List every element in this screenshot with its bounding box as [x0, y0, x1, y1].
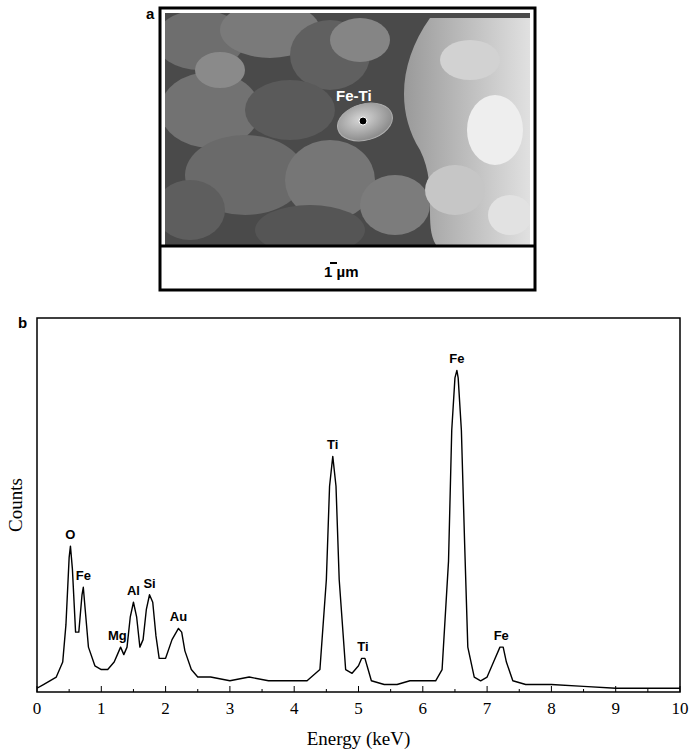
peak-label: Fe [494, 628, 509, 643]
x-tick [551, 686, 552, 692]
grain [165, 180, 225, 240]
panel-letter: b [18, 314, 27, 331]
particle [333, 97, 396, 146]
x-axis-title: Energy (keV) [307, 728, 411, 750]
grain [425, 165, 485, 215]
x-tick [422, 686, 423, 692]
x-tick-label: 1 [97, 699, 106, 718]
x-tick-label: 0 [33, 699, 42, 718]
x-tick-label: 3 [226, 699, 235, 718]
peak-label: Fe [76, 568, 91, 583]
figure: Fe-Ti 1 µm a b 0 1 2 3 4 5 6 7 8 9 10 O Fe Mg AlSi Au Ti Ti Fe… [0, 0, 693, 754]
x-tick-label: 7 [483, 699, 492, 718]
peak-label: Mg [108, 628, 127, 643]
divider [160, 245, 535, 248]
sem-image [165, 13, 530, 245]
x-tick [229, 686, 230, 692]
peak-label: Ti [327, 437, 338, 452]
peak-label: Au [170, 609, 187, 624]
x-tick [615, 686, 616, 692]
peak-label: Al [127, 583, 140, 598]
bright-region [404, 18, 530, 245]
grain [255, 205, 365, 245]
grain [195, 52, 245, 88]
x-tick [165, 686, 166, 692]
x-tick-label: 2 [161, 699, 170, 718]
x-tick [101, 686, 102, 692]
plot-frame [37, 318, 680, 692]
grain [245, 80, 335, 140]
plot-area [37, 370, 680, 688]
grain [440, 40, 500, 80]
x-tick [358, 686, 359, 692]
peak-label: O [65, 527, 75, 542]
x-tick [294, 686, 295, 692]
peak-label: Fe [449, 351, 464, 366]
grain [360, 175, 430, 235]
peak-label: Ti [357, 639, 368, 654]
x-tick [487, 686, 488, 692]
x-tick-label: 6 [419, 699, 428, 718]
grain [488, 195, 530, 235]
scale-bar [330, 262, 337, 264]
grain [330, 18, 390, 62]
panel-letter: a [146, 5, 155, 22]
peak-label: Si [143, 576, 155, 591]
grain [467, 95, 523, 165]
x-tick-label: 10 [672, 699, 689, 718]
particle-label: Fe-Ti [336, 87, 372, 104]
y-axis-title: Counts [5, 478, 26, 532]
spectrum-line [37, 370, 680, 688]
x-tick-label: 8 [547, 699, 556, 718]
x-tick-label: 4 [290, 699, 299, 718]
x-tick-label: 5 [354, 699, 363, 718]
probe-spot [359, 117, 367, 125]
scale-bar-label: 1 µm [324, 263, 359, 280]
x-tick-label: 9 [611, 699, 620, 718]
